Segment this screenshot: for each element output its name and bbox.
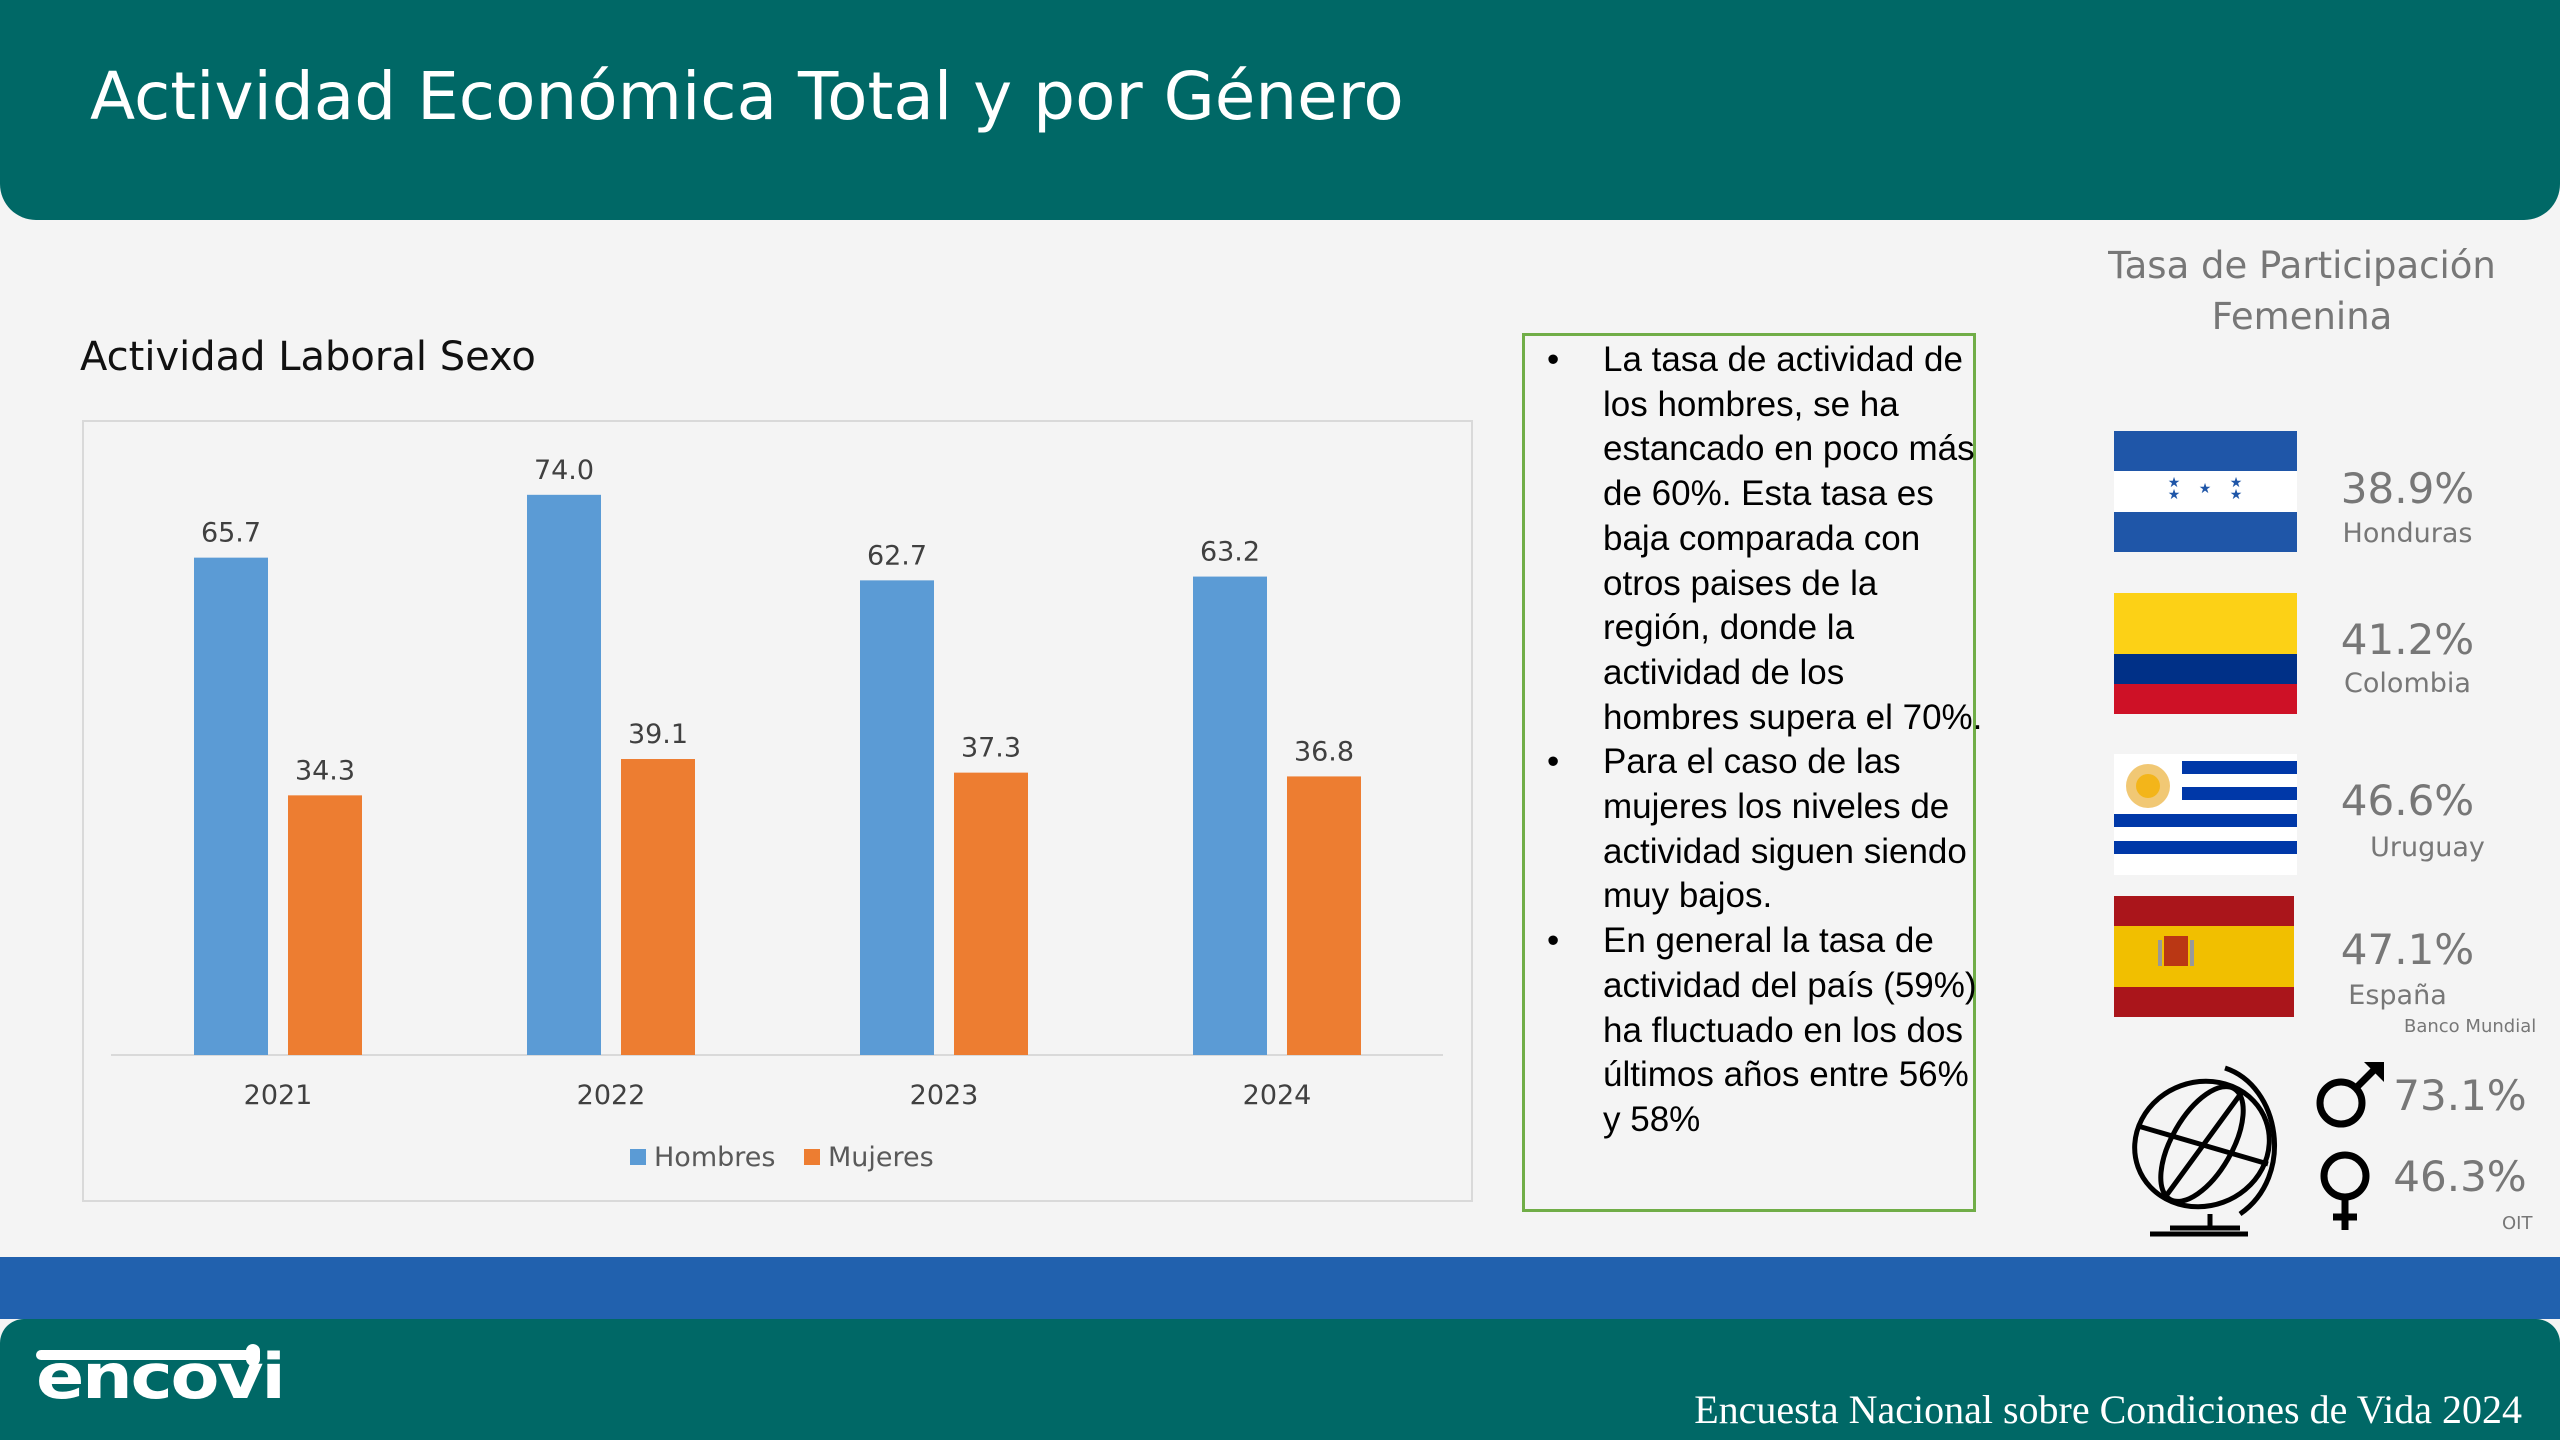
bar-mujeres-2023 <box>954 772 1028 1055</box>
notes-box: • La tasa de actividad de los hombres, se… <box>1522 333 1982 1212</box>
x-tick-label: 2024 <box>1243 1080 1312 1111</box>
globe-icon <box>2132 1065 2277 1237</box>
spain-label: España <box>2348 980 2447 1011</box>
uruguay-value: 46.6% <box>2340 776 2475 825</box>
legend-label-mujeres: Mujeres <box>828 1142 934 1173</box>
logo-bar <box>36 1350 254 1360</box>
legend-swatch-hombres <box>630 1149 646 1165</box>
x-tick-label: 2021 <box>244 1080 313 1111</box>
header-bar <box>0 0 2560 220</box>
data-label: 37.3 <box>961 733 1021 764</box>
blue-band <box>0 1257 2560 1319</box>
colombia-label: Colombia <box>2344 668 2471 699</box>
female-symbol-icon <box>2320 1151 2370 1230</box>
male-symbol-icon <box>2316 1062 2384 1128</box>
colombia-value: 41.2% <box>2340 615 2475 664</box>
page-title: Actividad Económica Total y por Género <box>90 58 1404 135</box>
data-label: 63.2 <box>1200 537 1260 568</box>
svg-text:★: ★ <box>2230 475 2243 491</box>
spain-value: 47.1% <box>2340 925 2475 974</box>
participation-title: Tasa de Participación Femenina <box>2108 244 2496 338</box>
note-item: • Para el caso de las mujeres los niveles… <box>1547 742 1967 916</box>
uruguay-label: Uruguay <box>2370 832 2485 863</box>
note-item: • La tasa de actividad de los hombres, se… <box>1547 340 1983 737</box>
bar-hombres-2021 <box>194 557 268 1055</box>
honduras-label: Honduras <box>2342 518 2473 549</box>
bar-hombres-2022 <box>527 494 601 1055</box>
data-label: 39.1 <box>628 719 688 750</box>
data-label: 34.3 <box>295 755 355 786</box>
bar-mujeres-2021 <box>288 795 362 1055</box>
world-male-value: 73.1% <box>2393 1071 2527 1120</box>
footer-text: Encuesta Nacional sobre Condiciones de V… <box>1694 1387 2522 1432</box>
x-tick-label: 2022 <box>577 1080 646 1111</box>
legend-swatch-mujeres <box>804 1149 820 1165</box>
encovi-logo: encovi <box>36 1340 286 1413</box>
logo-dot <box>246 1344 260 1366</box>
bar-chart: 65.7 34.3 2021 74.0 39.1 2022 62.7 37.3 2023 63.2… <box>111 455 1443 1173</box>
footer-bar <box>0 1319 2560 1440</box>
colombia-flag <box>2114 593 2297 714</box>
svg-text:★: ★ <box>2168 487 2181 503</box>
honduras-flag: ★ ★★★ ★ <box>2114 431 2297 552</box>
data-label: 36.8 <box>1294 736 1354 767</box>
chart-title: Actividad Laboral Sexo <box>80 334 536 380</box>
uruguay-flag <box>2114 754 2297 875</box>
bar-hombres-2024 <box>1193 576 1267 1055</box>
data-label: 65.7 <box>201 518 261 549</box>
honduras-value: 38.9% <box>2340 464 2475 513</box>
svg-text:★: ★ <box>2199 481 2212 497</box>
bar-mujeres-2024 <box>1287 776 1361 1055</box>
legend-label-hombres: Hombres <box>654 1142 775 1173</box>
svg-text:★: ★ <box>2168 475 2181 491</box>
x-tick-label: 2023 <box>910 1080 979 1111</box>
source-banco-mundial: Banco Mundial <box>2404 1016 2537 1037</box>
spain-flag <box>2114 896 2294 1017</box>
data-label: 62.7 <box>867 540 927 571</box>
source-oit: OIT <box>2502 1213 2533 1234</box>
data-label: 74.0 <box>534 455 594 486</box>
world-female-value: 46.3% <box>2393 1152 2527 1201</box>
bar-hombres-2023 <box>860 580 934 1055</box>
bar-mujeres-2022 <box>621 759 695 1055</box>
note-item: • En general la tasa de actividad del paí… <box>1547 921 1977 1139</box>
svg-text:★: ★ <box>2230 487 2243 503</box>
